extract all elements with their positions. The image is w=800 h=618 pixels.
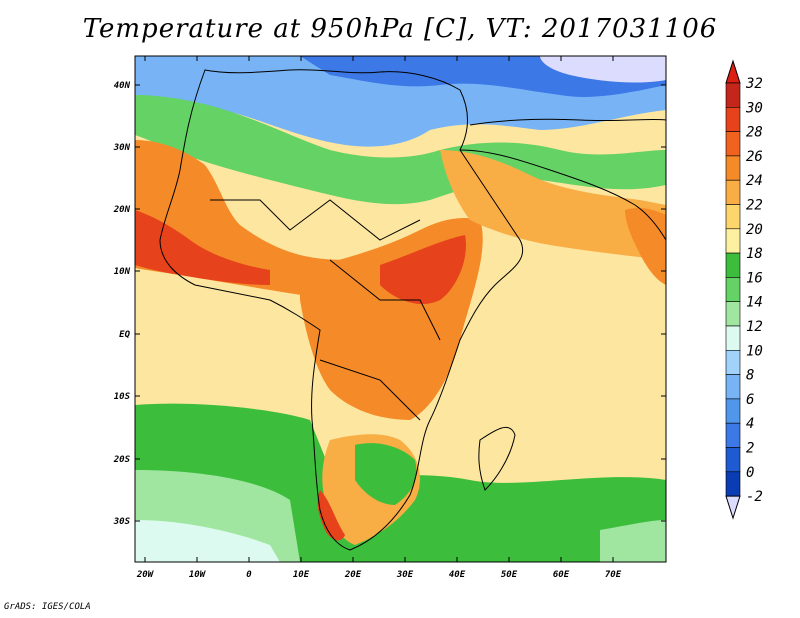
colorbar-label: 16 — [746, 270, 763, 286]
colorbar-segment — [725, 374, 741, 400]
colorbar-segment — [725, 82, 741, 108]
colorbar-label: 26 — [746, 149, 763, 165]
lat-label: 20N — [113, 205, 131, 215]
colorbar-label: 2 — [746, 441, 754, 457]
colorbar-under-arrow — [725, 495, 741, 520]
lon-label: 10E — [293, 570, 310, 580]
lon-label: 20W — [136, 570, 155, 580]
lat-label: EQ — [119, 330, 130, 340]
lon-label: 50E — [501, 570, 518, 580]
colorbar-segment — [725, 422, 741, 448]
lon-label: 40E — [449, 570, 466, 580]
colorbar-segment — [725, 471, 741, 497]
colorbar-label: 30 — [745, 100, 763, 116]
coastlines — [159, 69, 666, 551]
lat-label: 10N — [114, 267, 131, 277]
colorbar-segment — [725, 228, 741, 254]
longitude-axis: 20W 10W 0 10E 20E 30E 40E 50E 60E 70E — [136, 56, 622, 580]
colorbar-label: 18 — [746, 246, 763, 262]
lon-label: 30E — [396, 570, 414, 580]
colorbar-segment — [725, 349, 741, 375]
colorbar-segment — [725, 107, 741, 132]
colorbar-segment — [725, 155, 741, 181]
lon-label: 20E — [344, 570, 362, 580]
credit-text: GrADS: IGES/COLA — [4, 602, 91, 612]
lat-label: 10S — [114, 392, 131, 402]
colorbar-segment — [725, 301, 741, 327]
colorbar-label: -2 — [746, 489, 763, 505]
colorbar-label: 14 — [746, 295, 763, 311]
colorbar-label: 12 — [746, 319, 763, 335]
lat-label: 30S — [113, 517, 131, 527]
colorbar-label: 0 — [746, 465, 754, 481]
colorbar-segment — [725, 447, 741, 473]
colorbar-label: 32 — [745, 76, 763, 92]
colorbar-label: 10 — [746, 343, 763, 359]
lon-label: 0 — [246, 570, 252, 580]
colorbar-label: 4 — [746, 416, 754, 432]
colorbar-label: 28 — [746, 125, 763, 141]
colorbar-segment — [725, 398, 741, 424]
colorbar-label: 20 — [746, 222, 763, 238]
lat-label: 40N — [114, 81, 131, 91]
latitude-axis: 40N 30N 20N 10N EQ 10S 20S 30S — [113, 81, 666, 527]
lon-label: 10W — [189, 570, 207, 580]
colorbar-segment — [725, 252, 741, 278]
temperature-field — [135, 56, 666, 562]
colorbar-label: 22 — [746, 198, 763, 214]
map-title: Temperature at 950hPa [C], VT: 201703110… — [82, 14, 718, 44]
colorbar-segment — [725, 179, 741, 205]
lat-label: 30N — [113, 143, 131, 153]
colorbar-segment — [725, 277, 741, 302]
lat-label: 20S — [113, 455, 131, 465]
colorbar-label: 6 — [746, 392, 754, 408]
colorbar-over-arrow — [725, 59, 741, 84]
colorbar-segment — [725, 325, 741, 351]
colorbar-segment — [725, 204, 741, 230]
lon-label: 70E — [605, 570, 622, 580]
colorbar-label: 24 — [746, 173, 763, 189]
lon-label: 60E — [553, 570, 570, 580]
colorbar-label: 8 — [746, 368, 754, 384]
colorbar-segment — [725, 131, 741, 157]
map-frame — [134, 55, 667, 563]
